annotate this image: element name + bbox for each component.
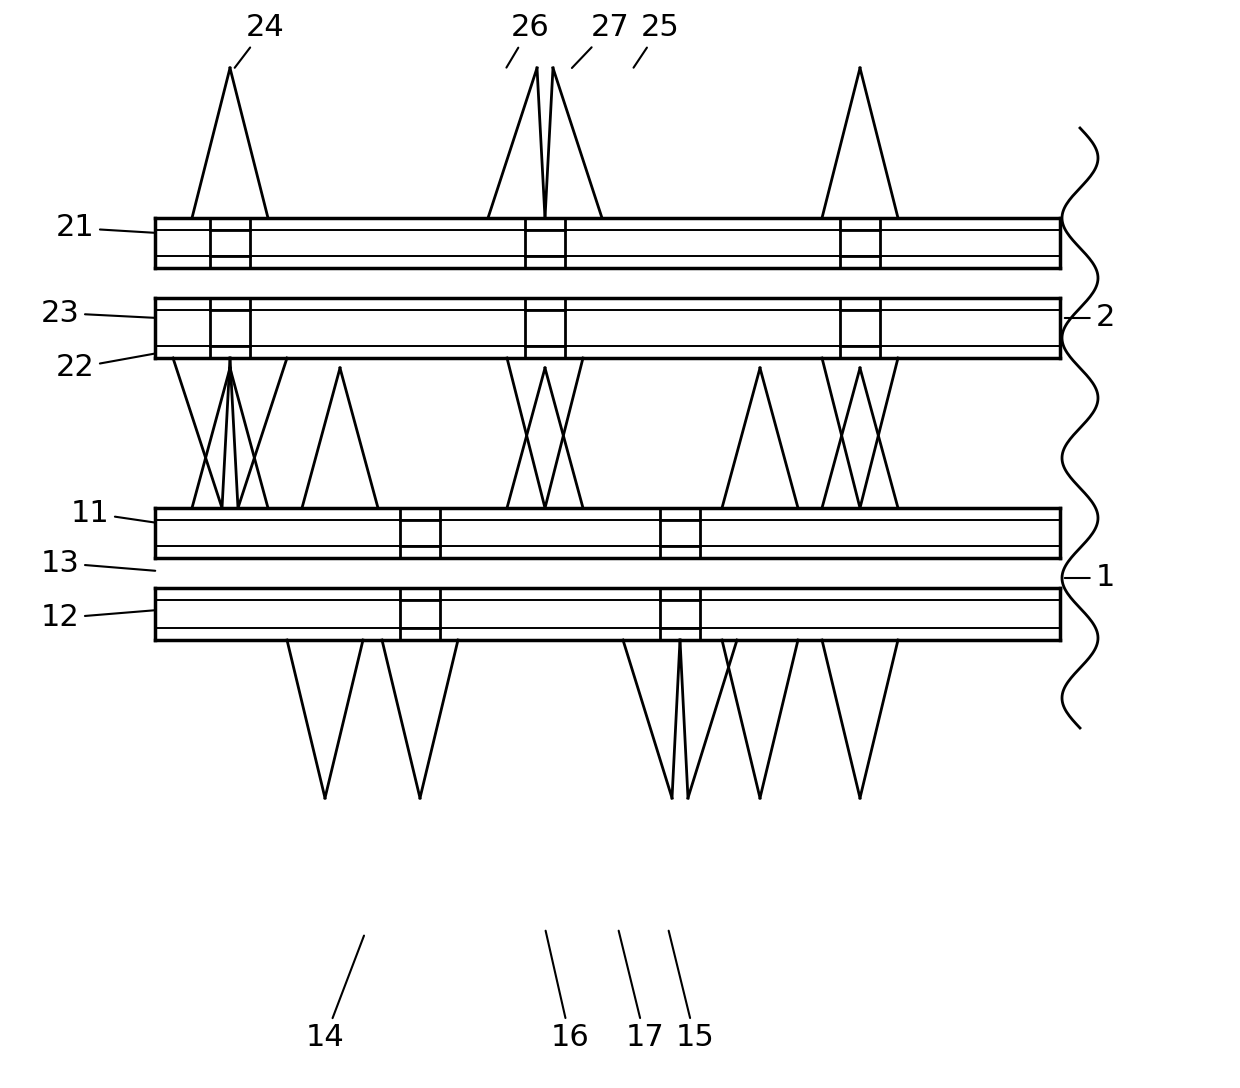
Text: 11: 11 (71, 498, 155, 528)
Text: 14: 14 (305, 936, 365, 1052)
Text: 21: 21 (56, 213, 155, 243)
Text: 15: 15 (668, 930, 714, 1052)
Text: 22: 22 (56, 354, 155, 383)
Text: 16: 16 (546, 930, 589, 1052)
Text: 26: 26 (506, 13, 549, 67)
Text: 25: 25 (634, 13, 680, 67)
Text: 1: 1 (1065, 564, 1115, 593)
Text: 2: 2 (1065, 304, 1115, 333)
Text: 17: 17 (619, 930, 665, 1052)
Text: 23: 23 (41, 298, 155, 327)
Text: 24: 24 (234, 13, 284, 67)
Text: 13: 13 (41, 548, 155, 578)
Text: 12: 12 (41, 604, 155, 632)
Text: 27: 27 (572, 13, 630, 67)
